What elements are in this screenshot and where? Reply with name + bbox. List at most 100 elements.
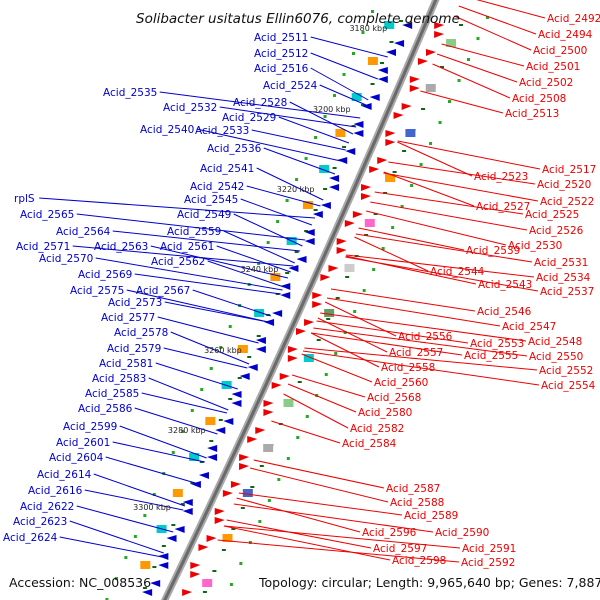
forward-gene-arrow [352,211,363,218]
forward-gene-arrow [320,274,331,281]
annotation-block [172,489,183,497]
right-leader-line [354,236,429,272]
tick-label: 3200 kbp [313,105,351,114]
right-gene-label: Acid_2552 [539,365,593,377]
tick-dot [381,247,385,250]
left-gene-label: Acid_2583 [92,373,146,385]
reverse-gene-arrow [312,211,323,218]
forward-gene-arrow [377,157,388,164]
tick-dot [410,184,414,187]
tick-dot [180,503,185,505]
right-leader-line [383,171,475,207]
forward-gene-arrow [312,292,323,299]
right-gene-label: Acid_2520 [537,179,591,191]
right-leader-line [291,374,366,398]
right-gene-label: Acid_2557 [389,347,443,359]
tick-dot [231,528,236,530]
annotation-block [302,201,313,209]
left-leader-line [163,347,248,369]
reverse-gene-arrow [182,508,193,515]
right-gene-label: Acid_2597 [373,543,427,555]
forward-gene-arrow [409,76,420,83]
reverse-gene-arrow [239,373,250,380]
left-gene-label: Acid_2532 [163,102,217,114]
left-leader-line [134,407,218,435]
forward-gene-arrow [255,427,266,434]
right-gene-label: Acid_2534 [536,272,591,284]
tick-dot [373,213,378,215]
tick-dot [152,566,157,568]
right-leader-line [304,347,538,371]
left-gene-label: rplS [14,193,35,205]
reverse-gene-arrow [386,49,396,56]
forward-gene-arrow [263,409,274,416]
tick-dot [448,100,452,103]
tick-dot [190,482,195,484]
tick-dot [250,486,255,488]
annotation-block [189,453,200,461]
reverse-gene-arrow [150,580,161,587]
tick-dot [228,398,233,400]
forward-gene-arrow [182,589,193,596]
right-leader-line [317,317,388,353]
tick-dot [380,62,384,64]
tick-dot [316,339,321,341]
forward-gene-arrow [222,490,233,497]
right-gene-label: Acid_2494 [538,29,593,41]
left-gene-label: Acid_2529 [222,112,276,124]
right-leader-line [397,141,473,177]
right-gene-label: Acid_2531 [534,257,588,269]
tick-dot [457,79,461,82]
tick-dot [181,430,185,433]
right-leader-line [271,420,341,444]
forward-gene-arrow [279,373,290,380]
right-gene-label: Acid_2592 [461,557,515,569]
tick-dot [200,388,204,391]
forward-gene-arrow [336,238,347,245]
left-leader-line [240,198,313,226]
backbone-inner [163,0,438,600]
tick-dot [219,346,223,349]
right-gene-label: Acid_2543 [478,279,532,291]
reverse-gene-arrow [377,76,388,83]
right-leader-line [301,353,373,383]
tick-dot [237,377,242,379]
left-gene-label: Acid_2585 [85,388,139,400]
left-leader-line [246,185,321,207]
tick-dot [438,121,442,124]
right-leader-line [253,459,385,489]
tick-label: 3280 kbp [168,426,206,435]
reverse-gene-arrow [329,184,340,191]
tick-dot [171,524,176,526]
tick-label: 3300 kbp [133,503,171,512]
reverse-gene-arrow [207,445,218,452]
right-leader-line [355,233,533,263]
left-leader-line [251,129,346,151]
reverse-gene-arrow [198,472,209,479]
right-gene-label: Acid_2591 [462,543,516,555]
tick-dot [143,514,147,517]
tick-dot [372,268,376,271]
right-gene-label: Acid_2537 [540,286,594,298]
annotation-block [303,354,314,362]
right-leader-line [236,497,361,533]
annotation-block [446,39,457,47]
right-leader-line [320,312,527,342]
forward-gene-arrow [393,112,404,119]
right-gene-label: Acid_2590 [435,527,489,539]
left-gene-label: Acid_2567 [136,285,190,297]
tick-dot [295,178,299,181]
left-leader-line [164,301,269,323]
reverse-gene-arrow [190,481,201,488]
left-gene-label: Acid_2581 [99,358,153,370]
forward-gene-arrow [417,58,428,65]
right-gene-label: Acid_2568 [367,392,421,404]
tick-dot [133,535,137,538]
genome-backbone [160,0,440,600]
left-leader-line [196,128,341,162]
annotation-block [367,57,378,65]
tick-dot [364,234,369,236]
right-gene-label: Acid_2527 [476,201,530,213]
left-leader-line [310,52,378,80]
